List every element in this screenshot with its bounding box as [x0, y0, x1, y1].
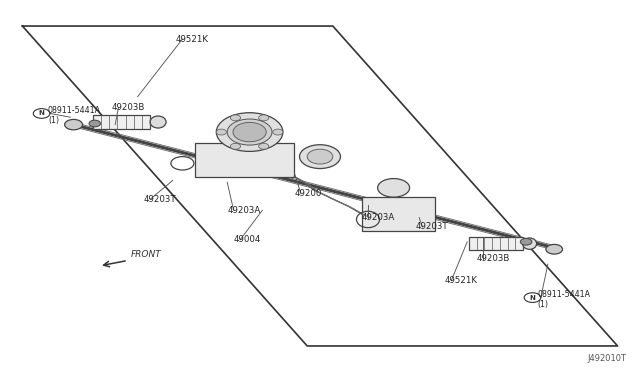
Text: FRONT: FRONT	[131, 250, 162, 259]
Circle shape	[227, 119, 272, 145]
Circle shape	[89, 120, 100, 127]
Circle shape	[300, 145, 340, 169]
Text: 49203T: 49203T	[416, 222, 449, 231]
Text: 49203A: 49203A	[227, 206, 260, 215]
Bar	[195, 143, 294, 177]
Text: J492010T: J492010T	[587, 354, 626, 363]
Text: 49200: 49200	[294, 189, 322, 198]
Text: N: N	[38, 110, 45, 116]
Ellipse shape	[523, 238, 536, 249]
Circle shape	[233, 122, 266, 142]
Circle shape	[259, 115, 269, 121]
Text: 49203B: 49203B	[477, 254, 510, 263]
Circle shape	[546, 244, 563, 254]
Circle shape	[273, 129, 283, 135]
Text: 08911-5441A
(1): 08911-5441A (1)	[48, 106, 101, 125]
Text: 49203A: 49203A	[362, 213, 395, 222]
Circle shape	[230, 143, 241, 149]
Text: 49203T: 49203T	[144, 195, 177, 203]
Text: 49004: 49004	[234, 235, 261, 244]
Ellipse shape	[150, 116, 166, 128]
Circle shape	[216, 113, 283, 151]
Text: 49521K: 49521K	[445, 276, 478, 285]
Circle shape	[378, 179, 410, 197]
Circle shape	[259, 143, 269, 149]
Text: 49203B: 49203B	[112, 103, 145, 112]
Circle shape	[230, 115, 241, 121]
Bar	[362, 197, 435, 231]
Circle shape	[216, 129, 227, 135]
Text: N: N	[529, 295, 536, 301]
Bar	[93, 115, 150, 129]
Circle shape	[65, 119, 83, 130]
Circle shape	[307, 149, 333, 164]
Bar	[468, 237, 524, 250]
Circle shape	[520, 238, 532, 245]
Text: 49521K: 49521K	[176, 35, 209, 44]
Text: 08911-5441A
(1): 08911-5441A (1)	[538, 290, 591, 309]
